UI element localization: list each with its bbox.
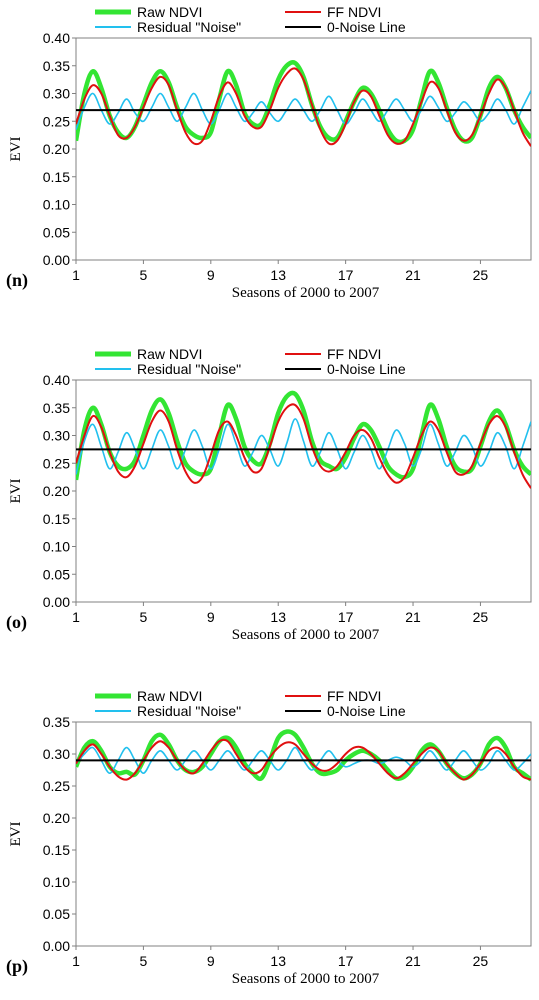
panel-label: (o) [6,612,27,633]
y-tick-label: 0.35 [43,400,70,416]
series-line-raw-ndvi [76,390,531,481]
y-tick-label: 0.30 [43,746,70,762]
legend-label-0-noise-line: 0-Noise Line [327,361,406,377]
x-tick-label: 5 [140,267,148,283]
legend-label-0-noise-line: 0-Noise Line [327,19,406,35]
y-tick-label: 0.10 [43,874,70,890]
x-tick-label: 21 [405,267,421,283]
chart-panel-o: 0.00 0.05 0.10 0.15 0.20 0.25 0.30 0.35 0.40 1 5 9 1… [6,346,532,643]
y-axis-label: EVI [8,479,24,504]
y-tick-label: 0.25 [43,778,70,794]
legend-label-raw-ndvi: Raw NDVI [137,346,202,362]
panel-label: (n) [6,270,28,291]
series-line-ff-ndvi [76,403,531,489]
x-tick-label: 5 [140,953,148,969]
y-tick-label: 0.30 [43,428,70,444]
plot-frame [75,721,532,947]
x-tick-label: 9 [207,609,215,625]
x-tick-label: 17 [338,609,354,625]
x-tick-label: 17 [338,267,354,283]
x-tick-label: 1 [72,267,80,283]
legend-label-residual-noise: Residual "Noise" [137,703,241,719]
x-tick-label: 17 [338,953,354,969]
x-axis-label: Seasons of 2000 to 2007 [232,627,380,643]
x-axis-label: Seasons of 2000 to 2007 [232,285,380,301]
chart-panel-n: 0.00 0.05 0.10 0.15 0.20 0.25 0.30 0.35 0.40 1 5 9 1… [6,4,532,301]
x-tick-label: 9 [207,267,215,283]
y-tick-label: 0.35 [43,58,70,74]
legend-label-raw-ndvi: Raw NDVI [137,688,202,704]
x-tick-label: 1 [72,609,80,625]
x-tick-label: 5 [140,609,148,625]
x-tick-label: 1 [72,953,80,969]
x-tick-label: 25 [473,609,489,625]
legend-label-ff-ndvi: FF NDVI [327,346,381,362]
legend-label-residual-noise: Residual "Noise" [137,361,241,377]
y-tick-label: 0.40 [43,30,70,46]
y-axis-label: EVI [8,137,24,162]
x-tick-label: 21 [405,953,421,969]
y-tick-label: 0.00 [43,252,70,268]
x-tick-label: 13 [270,267,286,283]
y-tick-label: 0.20 [43,141,70,157]
x-tick-label: 25 [473,953,489,969]
legend: Raw NDVI FF NDVI Residual "Noise" 0-Noise L… [95,4,406,35]
panel-label: (p) [6,956,28,977]
y-tick-label: 0.10 [43,539,70,555]
x-axis-label: Seasons of 2000 to 2007 [232,971,380,987]
legend-label-0-noise-line: 0-Noise Line [327,703,406,719]
legend-label-ff-ndvi: FF NDVI [327,688,381,704]
y-tick-label: 0.20 [43,483,70,499]
y-tick-label: 0.00 [43,938,70,954]
legend: Raw NDVI FF NDVI Residual "Noise" 0-Noise L… [95,688,406,719]
y-tick-label: 0.15 [43,842,70,858]
legend: Raw NDVI FF NDVI Residual "Noise" 0-Noise L… [95,346,406,377]
legend-label-raw-ndvi: Raw NDVI [137,4,202,20]
legend-label-ff-ndvi: FF NDVI [327,4,381,20]
chart-panel-p: 0.00 0.05 0.10 0.15 0.20 0.25 0.30 0.35 1 5 9 13 17 2… [6,688,532,987]
y-tick-label: 0.25 [43,455,70,471]
series-line-ff-ndvi [76,738,531,781]
x-tick-label: 25 [473,267,489,283]
y-tick-label: 0.05 [43,566,70,582]
y-tick-label: 0.25 [43,113,70,129]
legend-label-residual-noise: Residual "Noise" [137,19,241,35]
y-tick-label: 0.00 [43,594,70,610]
y-tick-label: 0.10 [43,197,70,213]
y-tick-label: 0.30 [43,86,70,102]
y-tick-label: 0.40 [43,372,70,388]
x-tick-label: 13 [270,609,286,625]
y-axis-label: EVI [8,822,24,847]
x-tick-label: 21 [405,609,421,625]
series-line-raw-ndvi [76,59,531,145]
x-tick-label: 13 [270,953,286,969]
series-line-ff-ndvi [76,67,531,147]
y-tick-label: 0.05 [43,224,70,240]
x-tick-label: 9 [207,953,215,969]
y-tick-label: 0.15 [43,169,70,185]
y-tick-label: 0.35 [43,714,70,730]
y-tick-label: 0.05 [43,906,70,922]
y-tick-label: 0.20 [43,810,70,826]
y-tick-label: 0.15 [43,511,70,527]
